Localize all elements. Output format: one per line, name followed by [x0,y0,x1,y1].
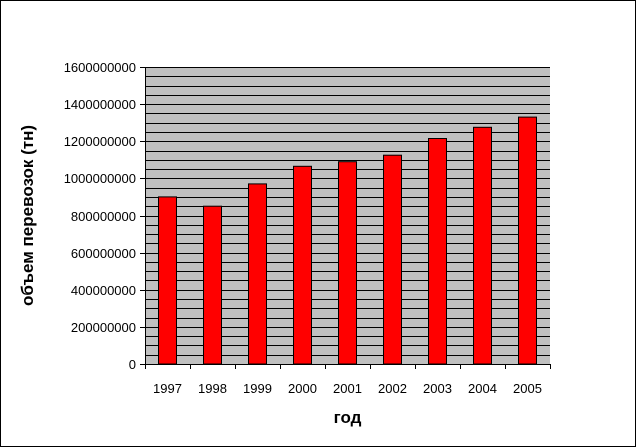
bar-2001 [338,161,357,365]
x-tick-label: 2002 [378,381,407,396]
y-tick-label: 400000000 [71,283,136,298]
y-tick-label: 1600000000 [64,60,136,75]
x-axis-title: год [334,408,362,427]
y-tick-label: 0 [129,357,136,372]
bar-2003 [428,138,447,365]
y-tick-label: 600000000 [71,246,136,261]
x-tick-label: 2004 [468,381,497,396]
x-tick-label: 2000 [288,381,317,396]
bar-2005 [518,116,537,365]
y-tick-label: 200000000 [71,320,136,335]
bar-2002 [383,154,402,365]
x-tick-labels: 1997 1998 1999 2000 2001 2002 2003 2004 2005 [153,381,542,396]
y-tick-label: 800000000 [71,209,136,224]
y-tick-label: 1400000000 [64,97,136,112]
bar-2004 [473,126,492,365]
x-tick-label: 2003 [423,381,452,396]
bars [158,116,537,365]
x-tick-label: 2001 [333,381,362,396]
x-tick-label: 1999 [243,381,272,396]
y-tick-labels: 0 200000000 400000000 600000000 800000000 100… [64,60,136,372]
bar-2000 [293,165,312,365]
x-tick-label: 2005 [513,381,542,396]
bar-1999 [248,183,267,365]
bar-1997 [158,196,177,365]
y-axis-title: объем перевозок (тн) [18,125,37,306]
y-tick-label: 1200000000 [64,134,136,149]
axes [140,67,551,369]
x-tick-label: 1997 [153,381,182,396]
y-tick-label: 1000000000 [64,171,136,186]
bar-1998 [203,205,222,365]
x-tick-label: 1998 [198,381,227,396]
